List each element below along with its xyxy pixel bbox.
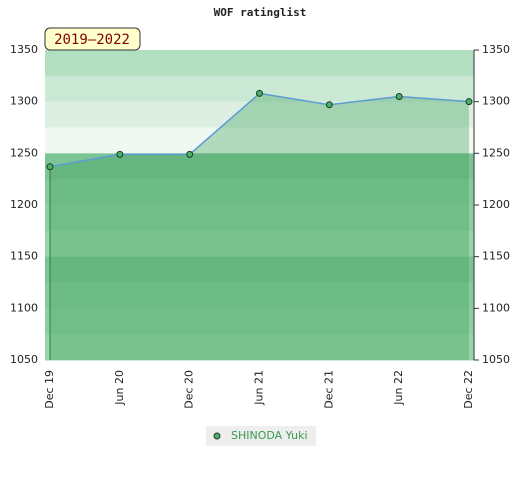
- point: [465, 98, 473, 106]
- background-bands: [45, 50, 474, 361]
- point: [325, 101, 333, 109]
- legend-marker: [213, 432, 221, 440]
- y-tick-label: 1050: [10, 353, 38, 366]
- band: [45, 50, 474, 77]
- badge: 2019–2022: [54, 32, 130, 48]
- point: [256, 89, 263, 97]
- band: [45, 230, 474, 258]
- band: [45, 153, 474, 180]
- y2-tick-label: 1350: [482, 43, 510, 56]
- legend-box: [206, 426, 316, 446]
- band: [45, 179, 474, 206]
- x-tick-label: Dec 19: [43, 370, 56, 409]
- y-tick-label: 1250: [10, 146, 38, 159]
- x-tick-label: Jun 20: [113, 370, 126, 406]
- band: [45, 127, 474, 154]
- point: [186, 150, 194, 158]
- legend-label: SHINODA Yuki: [231, 429, 308, 442]
- chart-title: WOF ratinglist: [214, 6, 307, 19]
- point: [116, 150, 124, 158]
- y-tick-label: 1100: [10, 301, 38, 314]
- y2-tick-label: 1150: [482, 250, 510, 263]
- band: [45, 282, 474, 309]
- y2-tick-label: 1100: [482, 301, 510, 314]
- y2-tick-label: 1050: [482, 353, 510, 366]
- badge-box: [44, 27, 141, 51]
- y2-tick-label: 1300: [482, 95, 510, 108]
- x-tick-label: Jun 22: [392, 370, 405, 406]
- y-tick-label: 1150: [10, 250, 38, 263]
- band: [45, 205, 474, 232]
- band: [45, 101, 474, 128]
- y-tick-label: 1300: [10, 95, 38, 108]
- band: [45, 256, 474, 283]
- y-tick-label: 1200: [10, 198, 38, 211]
- x-tick-label: Dec 20: [183, 370, 196, 409]
- plot: [46, 89, 473, 361]
- band: [45, 75, 474, 103]
- point: [46, 163, 54, 171]
- point: [395, 93, 403, 100]
- band: [45, 308, 474, 335]
- x-tick-label: Dec 21: [322, 370, 335, 409]
- area: [50, 93, 469, 361]
- y2-tick-label: 1200: [482, 198, 510, 211]
- x-tick-label: Jun 21: [253, 370, 266, 406]
- y2-tick-label: 1250: [482, 146, 510, 159]
- y-tick-label: 1350: [10, 43, 38, 56]
- band: [45, 334, 474, 361]
- x-tick-label: Dec 22: [462, 370, 475, 409]
